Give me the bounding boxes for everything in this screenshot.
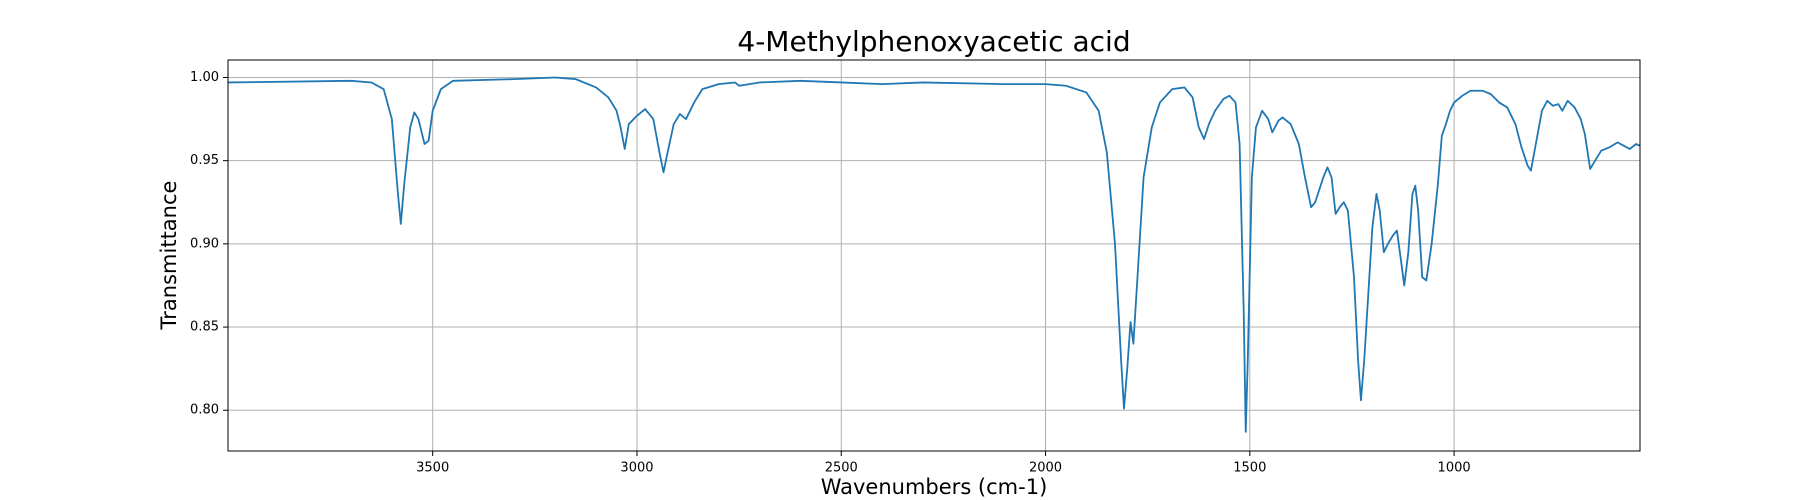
y-tick-label: 1.00 <box>190 70 219 85</box>
x-tick-label: 3000 <box>620 461 653 476</box>
y-axis-label: Transmittance <box>157 181 181 331</box>
plot-frame <box>227 59 1641 452</box>
y-tick-label: 0.85 <box>190 320 219 335</box>
x-axis-label: Wavenumbers (cm-1) <box>821 475 1048 499</box>
x-tick-label: 2000 <box>1029 461 1062 476</box>
chart-title: 4-Methylphenoxyacetic acid <box>737 25 1130 58</box>
y-tick-label: 0.90 <box>190 236 219 251</box>
x-tick-label: 3500 <box>416 461 449 476</box>
x-tick-label: 1000 <box>1438 461 1471 476</box>
spectrum-line <box>228 76 1641 433</box>
y-tick-label: 0.80 <box>190 403 219 418</box>
x-tick-label: 1500 <box>1233 461 1266 476</box>
y-tick-label: 0.95 <box>190 153 219 168</box>
x-tick-label: 2500 <box>825 461 858 476</box>
